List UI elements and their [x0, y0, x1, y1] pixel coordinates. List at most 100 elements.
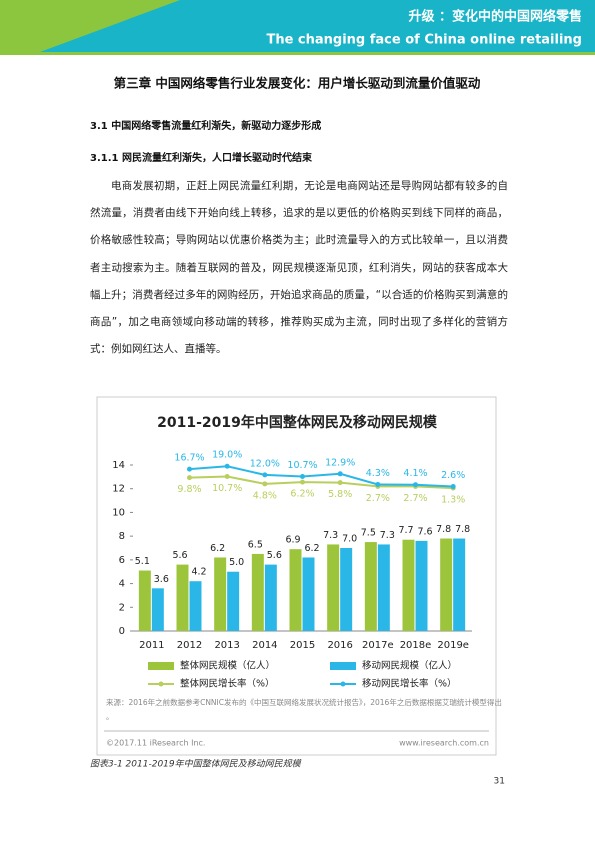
legend-label: 整体网民增长率（%） [180, 678, 275, 690]
bar [289, 549, 302, 631]
line-marker [413, 482, 418, 488]
line-value-label: 10.7% [287, 460, 317, 471]
line-marker [300, 474, 305, 480]
bar [251, 553, 264, 631]
y-tick-label: 4 [119, 579, 125, 590]
line-value-label: 16.7% [174, 453, 204, 464]
bar-value-label: 7.3 [380, 530, 395, 541]
bar-value-label: 7.6 [417, 526, 432, 537]
y-tick-label: 6 [119, 555, 125, 566]
page-number: 31 [494, 777, 505, 787]
bar-value-label: 5.6 [172, 550, 187, 561]
y-tick-label: 2 [119, 602, 125, 613]
legend-label: 移动网民增长率（%） [362, 678, 457, 690]
legend-swatch [330, 662, 356, 670]
header-band-teal [40, 0, 595, 52]
line-marker [337, 471, 343, 477]
x-tick-label: 2019e [437, 640, 469, 651]
line-value-label: 9.8% [177, 484, 201, 495]
bar-value-label: 6.5 [248, 539, 263, 550]
legend-swatch [158, 681, 164, 687]
line-series [189, 465, 454, 488]
x-tick-label: 2016 [327, 640, 352, 651]
line-value-label: 19.0% [212, 450, 242, 461]
bar-value-label: 5.6 [267, 550, 282, 561]
x-tick-label: 2011 [139, 640, 164, 651]
bar-value-label: 6.2 [210, 543, 225, 554]
header-rule [0, 52, 595, 55]
bar-value-label: 4.2 [191, 567, 206, 578]
bar [189, 581, 202, 631]
x-tick-label: 2013 [214, 640, 239, 651]
line-value-label: 6.2% [290, 489, 314, 500]
bar [402, 539, 415, 631]
line-marker [187, 466, 192, 472]
line-value-label: 10.7% [212, 483, 242, 494]
line-value-label: 4.1% [403, 468, 427, 479]
line-marker [262, 481, 268, 487]
bar [138, 570, 151, 631]
bar [264, 564, 277, 631]
legend-label: 移动网民规模（亿人） [362, 660, 457, 672]
line-marker [187, 475, 192, 481]
line-marker [375, 481, 381, 487]
line-marker [224, 463, 230, 469]
line-series [189, 475, 454, 490]
x-tick-label: 2012 [177, 640, 202, 651]
line-marker [450, 484, 456, 490]
bar [176, 564, 189, 631]
y-tick-label: 10 [112, 507, 125, 518]
bar [440, 538, 453, 631]
legend-label: 整体网民规模（亿人） [180, 660, 275, 672]
line-marker [300, 479, 305, 485]
bar-value-label: 7.5 [361, 528, 376, 539]
bar [227, 571, 240, 631]
line-value-label: 2.6% [441, 470, 465, 481]
bar-value-label: 5.0 [229, 557, 244, 568]
bar-value-label: 7.8 [436, 524, 451, 535]
line-value-label: 12.0% [250, 458, 280, 469]
chart-source: 来源：2016年之前数据参考CNNIC发布的《中国互联网络发展状况统计报告》，2… [106, 697, 502, 721]
section-heading: 3.1 中国网络零售流量红利渐失，新驱动力逐步形成 [90, 119, 321, 132]
line-marker [337, 480, 343, 486]
bar-value-label: 6.2 [304, 543, 319, 554]
legend-swatch [340, 681, 346, 687]
chart-website: www.iresearch.com.cn [399, 739, 489, 748]
bar [340, 548, 353, 631]
chart-copyright: ©2017.11 iResearch Inc. [106, 739, 205, 748]
bar [214, 557, 227, 631]
x-tick-label: 2014 [252, 640, 277, 651]
chapter-title: 第三章 中国网络零售行业发展变化：用户增长驱动到流量价值驱动 [114, 76, 481, 91]
x-tick-label: 2017e [362, 640, 394, 651]
figure-caption: 图表3-1 2011-2019年中国整体网民及移动网民规模 [90, 759, 303, 770]
chart-title: 2011-2019年中国整体网民及移动网民规模 [157, 414, 438, 431]
line-value-label: 4.3% [366, 468, 390, 479]
x-tick-label: 2015 [290, 640, 315, 651]
x-tick-label: 2018e [400, 640, 432, 651]
line-marker [262, 472, 268, 478]
subsection-heading: 3.1.1 网民流量红利渐失，人口增长驱动时代结束 [90, 151, 313, 164]
bar [415, 540, 428, 631]
line-value-label: 12.9% [325, 457, 355, 468]
line-value-label: 2.7% [366, 493, 390, 504]
line-value-label: 1.3% [441, 495, 465, 506]
bar [453, 538, 466, 631]
bar-value-label: 7.8 [455, 524, 470, 535]
bar-value-label: 7.0 [342, 534, 357, 545]
line-value-label: 5.8% [328, 489, 352, 500]
body-paragraph: 电商发展初期，正赶上网民流量红利期，无论是电商网站还是导购网站都有较多的自然流量… [90, 180, 508, 356]
line-value-label: 2.7% [403, 493, 427, 504]
bar [364, 542, 377, 631]
line-value-label: 4.8% [253, 490, 277, 501]
bar-value-label: 3.6 [154, 574, 169, 585]
bar-value-label: 5.1 [135, 556, 150, 567]
y-tick-label: 12 [112, 484, 125, 495]
bar-value-label: 7.3 [323, 530, 338, 541]
bar-value-label: 6.9 [285, 535, 300, 546]
bar [327, 544, 340, 631]
bar [377, 544, 390, 631]
bar [151, 588, 164, 631]
y-tick-label: 8 [119, 531, 125, 542]
